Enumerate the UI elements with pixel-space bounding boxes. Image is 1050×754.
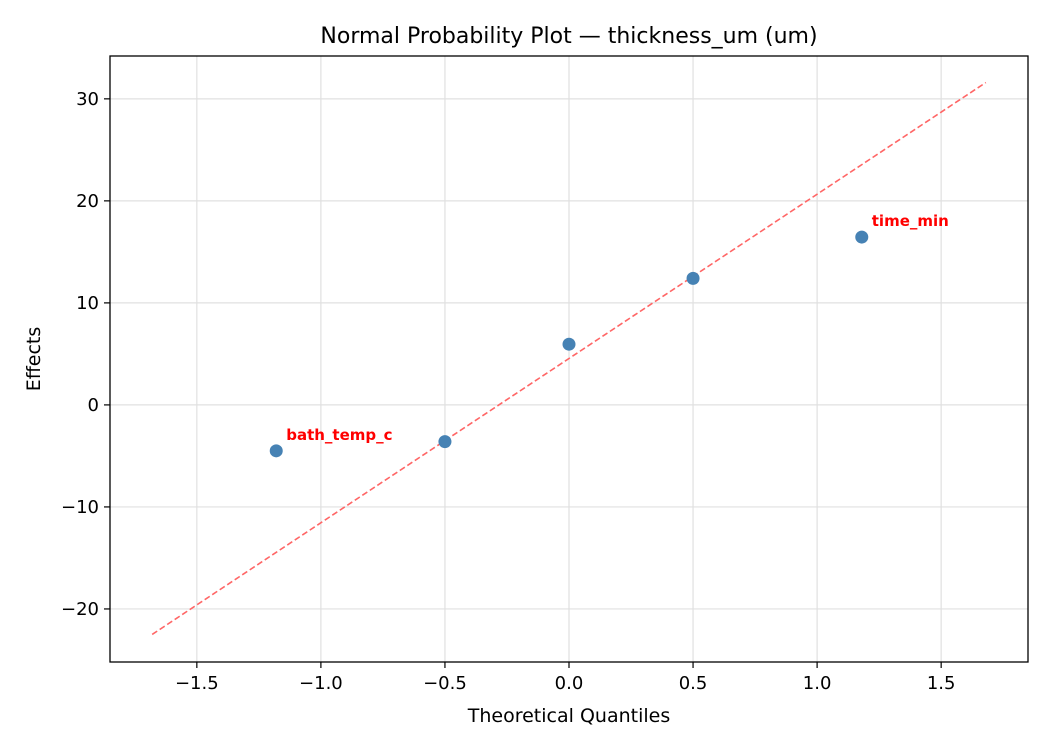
- data-point: [269, 444, 283, 458]
- y-tick-label: 10: [76, 293, 99, 314]
- reference-line-group: [151, 81, 987, 636]
- x-tick-label: 1.0: [803, 673, 832, 694]
- y-tick-label: 30: [76, 89, 99, 110]
- grid: [110, 56, 1028, 662]
- data-point: [438, 435, 452, 449]
- x-tick-label: 0.0: [555, 673, 584, 694]
- points-group: bath_temp_c time_min: [269, 212, 949, 458]
- y-tick-label: 0: [88, 395, 99, 416]
- y-axis-label: Effects: [23, 327, 45, 392]
- y-tick-label: 20: [76, 191, 99, 212]
- y-tick-label: −10: [61, 497, 99, 518]
- data-point: [686, 271, 700, 285]
- data-point: [562, 337, 576, 351]
- point-annotation: bath_temp_c: [286, 426, 392, 444]
- x-tick-label: 1.5: [927, 673, 956, 694]
- x-tick-label: −1.0: [299, 673, 343, 694]
- x-axis-label: Theoretical Quantiles: [467, 705, 670, 727]
- reference-line: [151, 81, 987, 636]
- y-axis-ticks: −20 −10 0 10 20 30: [61, 89, 110, 620]
- x-tick-label: −0.5: [423, 673, 467, 694]
- data-point: [855, 230, 869, 244]
- chart-title: Normal Probability Plot — thickness_um (…: [320, 24, 817, 49]
- x-tick-label: 0.5: [679, 673, 708, 694]
- y-tick-label: −20: [61, 599, 99, 620]
- x-tick-label: −1.5: [175, 673, 219, 694]
- x-axis-ticks: −1.5 −1.0 −0.5 0.0 0.5 1.0 1.5: [175, 662, 956, 694]
- point-annotation: time_min: [872, 212, 949, 230]
